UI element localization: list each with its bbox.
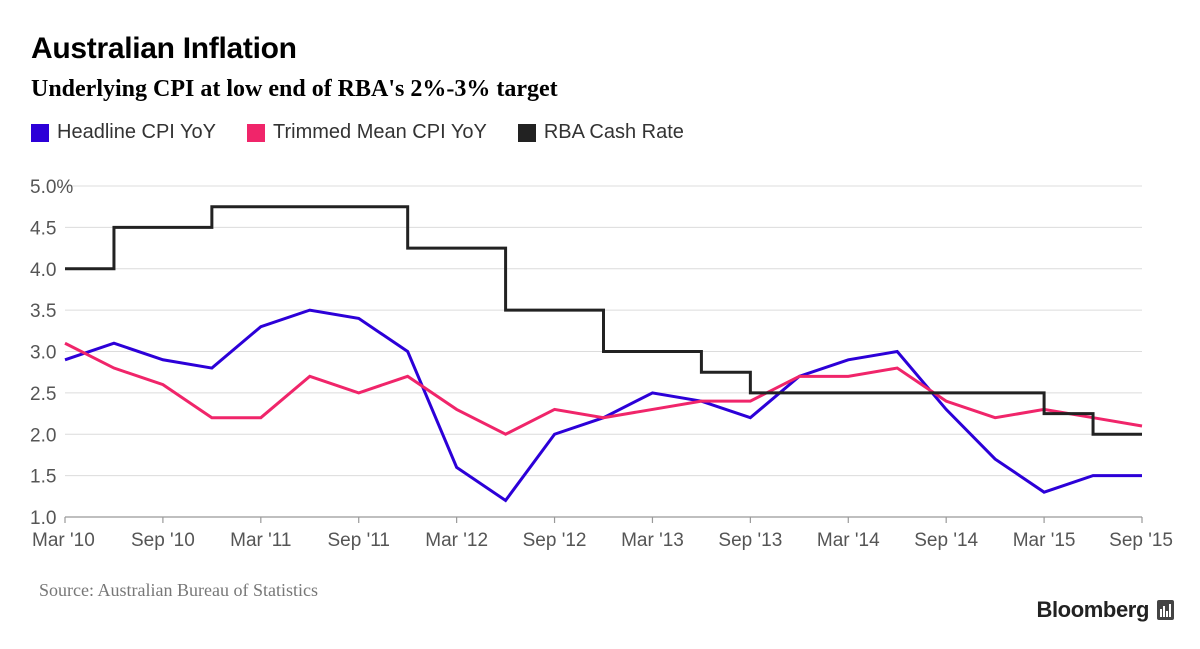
- legend-item-trimmed-mean: Trimmed Mean CPI YoY: [247, 121, 487, 144]
- legend-swatch-headline: [31, 123, 49, 142]
- y-tick-label: 1.5: [30, 467, 56, 488]
- x-tick-label: Sep '12: [523, 530, 587, 551]
- series-line-rba-cash-rate: [65, 205, 1142, 436]
- y-tick-label: 3.0: [30, 343, 56, 364]
- legend-swatch-cash-rate: [517, 123, 536, 142]
- legend-item-headline: Headline CPI YoY: [31, 121, 216, 144]
- x-tick-label: Mar '13: [621, 530, 684, 551]
- y-tick-label: 4.0: [30, 260, 56, 281]
- chart-title: Australian Inflation: [31, 32, 297, 65]
- brand-logo: Bloomberg: [1036, 597, 1149, 622]
- legend-swatch-trimmed-mean: [247, 123, 266, 142]
- x-tick-label: Mar '12: [425, 530, 488, 551]
- series-line-trimmed-mean-cpi-yoy: [64, 341, 1143, 436]
- x-tick-label: Mar '14: [817, 530, 880, 551]
- x-tick-label: Mar '10: [32, 530, 95, 551]
- y-tick-label: 3.5: [30, 301, 56, 322]
- x-tick-label: Sep '15: [1109, 530, 1173, 551]
- y-tick-label: 2.5: [30, 384, 56, 405]
- legend-label-cash-rate: RBA Cash Rate: [543, 121, 684, 143]
- x-tick-label: Sep '14: [914, 530, 978, 551]
- source-note: Source: Australian Bureau of Statistics: [39, 580, 318, 600]
- y-tick-label: 4.5: [30, 218, 56, 239]
- x-tick-label: Sep '10: [131, 530, 195, 551]
- legend-item-cash-rate: RBA Cash Rate: [517, 121, 684, 144]
- y-tick-label: 2.0: [30, 425, 56, 446]
- x-tick-label: Mar '11: [230, 530, 291, 551]
- chart-legend: Headline CPI YoY Trimmed Mean CPI YoY RB…: [31, 121, 684, 144]
- chart-subtitle: Underlying CPI at low end of RBA's 2%-3%…: [31, 76, 558, 102]
- legend-label-trimmed-mean: Trimmed Mean CPI YoY: [273, 121, 487, 143]
- y-tick-label: 5.0%: [30, 177, 73, 198]
- bloomberg-terminal-icon: [1157, 600, 1174, 620]
- y-tick-label: 1.0: [30, 508, 56, 529]
- x-tick-label: Sep '11: [328, 530, 390, 551]
- x-tick-label: Mar '15: [1013, 530, 1076, 551]
- legend-label-headline: Headline CPI YoY: [57, 121, 217, 143]
- x-tick-label: Sep '13: [718, 530, 782, 551]
